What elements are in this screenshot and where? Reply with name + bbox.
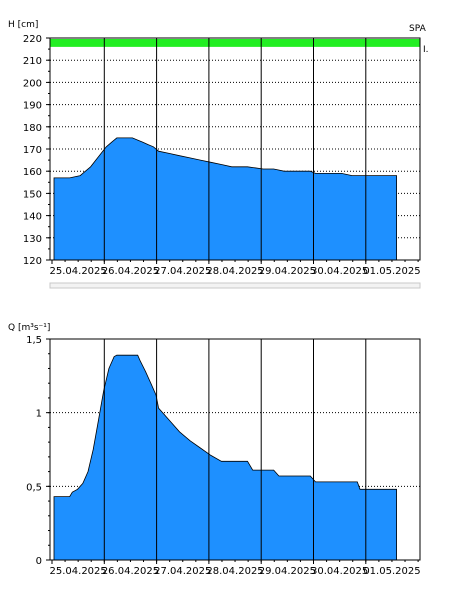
water-level-ylabel: H [cm] — [8, 20, 38, 30]
water-level-frame — [49, 37, 421, 261]
discharge-area — [53, 354, 397, 561]
xtick-label: 30.04.2025 — [311, 266, 368, 277]
xtick-label: 01.05.2025 — [363, 566, 420, 577]
station-code-label: SPA — [409, 24, 427, 34]
series-area — [53, 354, 397, 561]
xtick-label: 29.04.2025 — [259, 566, 316, 577]
xtick-label: 26.04.2025 — [102, 266, 159, 277]
ytick-label: 160 — [23, 167, 42, 178]
ytick-label: 0,5 — [26, 482, 42, 493]
ytick-label: 130 — [23, 234, 42, 245]
xtick-label: 30.04.2025 — [311, 566, 368, 577]
band-marker-label: I. — [423, 45, 429, 55]
ytick-label: 220 — [23, 34, 42, 45]
water-level-yticks: 120 130 140 150 160 170 180 190 200 210 220 — [23, 34, 50, 267]
day-separators — [103, 38, 367, 260]
ytick-label: 190 — [23, 101, 42, 112]
discharge-yticks: 0 0,5 1 1,5 — [26, 335, 50, 567]
water-level-chart: H [cm] SPA I. 120 130 140 150 160 170 180 190 20… — [8, 20, 429, 289]
xtick-label: 27.04.2025 — [154, 266, 211, 277]
ytick-label: 1,5 — [26, 335, 42, 346]
timeline-strip — [49, 282, 421, 289]
ytick-label: 120 — [23, 256, 42, 267]
xtick-label: 28.04.2025 — [206, 566, 263, 577]
series-area — [53, 137, 397, 261]
water-level-xticks: 25.04.202526.04.202527.04.202528.04.2025… — [50, 260, 421, 277]
xtick-label: 26.04.2025 — [102, 566, 159, 577]
ytick-label: 140 — [23, 212, 42, 223]
ytick-label: 1 — [36, 409, 42, 420]
discharge-chart: Q [m³s⁻¹] 00,511,5 25.04.202526.04.20252… — [8, 323, 421, 577]
ytick-label: 0 — [36, 556, 42, 567]
xtick-label: 01.05.2025 — [363, 266, 420, 277]
discharge-xticks: 25.04.202526.04.202527.04.202528.04.2025… — [50, 560, 421, 577]
water-level-area — [53, 137, 397, 261]
xtick-label: 25.04.2025 — [50, 566, 107, 577]
ytick-label: 150 — [23, 189, 42, 200]
ytick-label: 180 — [23, 123, 42, 134]
ytick-label: 200 — [23, 78, 42, 89]
ytick-label: 210 — [23, 56, 42, 67]
xtick-label: 27.04.2025 — [154, 566, 211, 577]
xtick-label: 28.04.2025 — [206, 266, 263, 277]
discharge-ylabel: Q [m³s⁻¹] — [8, 323, 50, 333]
xtick-label: 29.04.2025 — [259, 266, 316, 277]
xtick-label: 25.04.2025 — [50, 266, 107, 277]
threshold-band-fill — [50, 39, 420, 47]
ytick-label: 170 — [23, 145, 42, 156]
discharge-frame — [49, 338, 421, 561]
day-separators — [103, 339, 367, 560]
threshold-band — [50, 39, 420, 47]
